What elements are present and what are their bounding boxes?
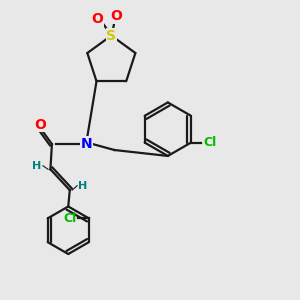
Text: O: O	[34, 118, 46, 132]
Text: O: O	[110, 9, 122, 23]
Text: H: H	[32, 161, 42, 171]
Text: Cl: Cl	[203, 136, 216, 149]
Text: S: S	[106, 28, 116, 43]
Text: N: N	[80, 137, 92, 151]
Text: O: O	[91, 12, 103, 26]
Text: Cl: Cl	[63, 212, 76, 225]
Text: H: H	[79, 181, 88, 191]
